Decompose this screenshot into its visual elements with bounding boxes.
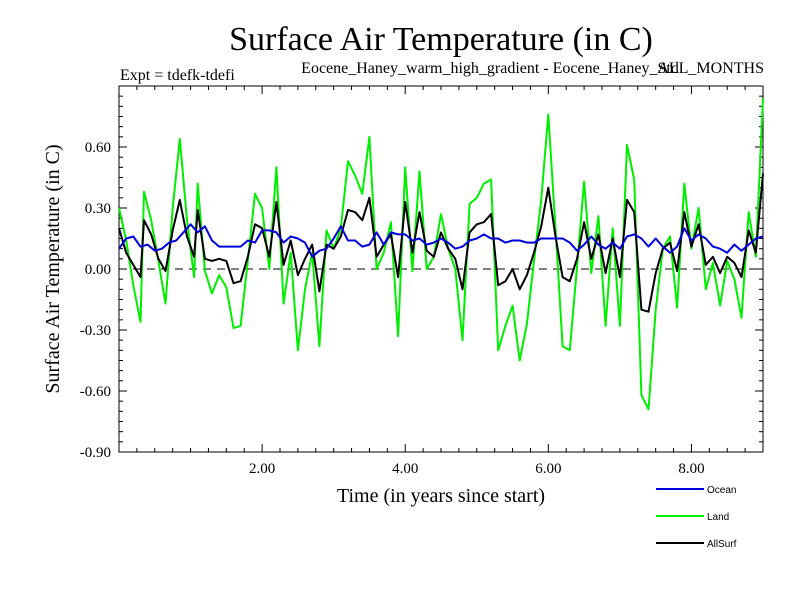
- legend: Ocean Land AllSurf: [656, 485, 737, 550]
- y-tick-label: 0.60: [85, 140, 111, 156]
- series-lines: [118, 98, 764, 411]
- chart-subtitle-right: ALL_MONTHS: [657, 60, 764, 77]
- legend-label-land: Land: [707, 512, 729, 523]
- y-tick-label: -0.90: [80, 445, 111, 461]
- y-tick-label: -0.60: [80, 384, 111, 400]
- y-tick-labels: -0.90 -0.60 -0.30 0.00 0.30 0.60: [80, 140, 111, 461]
- x-axis-label: Time (in years since start): [337, 485, 545, 507]
- x-tick-label: 2.00: [249, 461, 275, 477]
- chart-subtitle-left: Expt = tdefk-tdefi: [120, 67, 235, 84]
- chart-subtitle-center: Eocene_Haney_warm_high_gradient - Eocene…: [301, 60, 679, 77]
- x-tick-label: 8.00: [678, 461, 704, 477]
- x-tick-label: 6.00: [535, 461, 561, 477]
- y-axis-label: Surface Air Temperature (in C): [42, 144, 64, 393]
- y-tick-label: -0.30: [80, 323, 111, 339]
- x-tick-label: 4.00: [392, 461, 418, 477]
- series-line-allsurf: [118, 173, 764, 313]
- series-line-ocean: [118, 223, 764, 258]
- y-tick-label: 0.30: [85, 201, 111, 217]
- legend-label-allsurf: AllSurf: [707, 539, 737, 550]
- legend-label-ocean: Ocean: [707, 485, 736, 496]
- x-tick-labels: 2.00 4.00 6.00 8.00: [249, 461, 705, 477]
- series-line-land: [118, 98, 764, 411]
- y-tick-label: 0.00: [85, 262, 111, 278]
- chart-title: Surface Air Temperature (in C): [229, 21, 653, 58]
